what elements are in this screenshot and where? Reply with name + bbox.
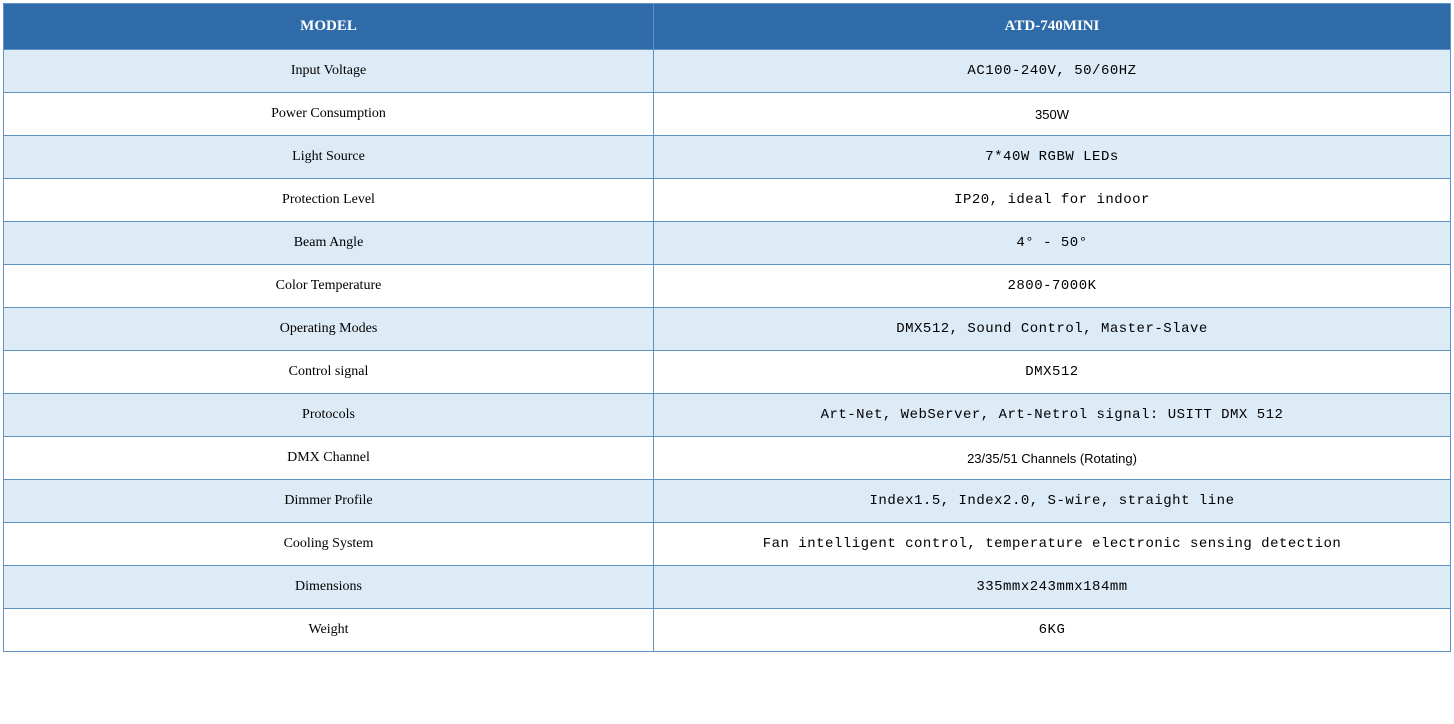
row-value: DMX512	[654, 351, 1451, 394]
table-row: DMX Channel23/35/51 Channels (Rotating)	[4, 437, 1451, 480]
row-label: Input Voltage	[4, 50, 654, 93]
row-value: Index1.5, Index2.0, S-wire, straight lin…	[654, 480, 1451, 523]
row-value: 4° - 50°	[654, 222, 1451, 265]
row-value: 2800-7000K	[654, 265, 1451, 308]
table-row: Cooling SystemFan intelligent control, t…	[4, 523, 1451, 566]
row-label: Control signal	[4, 351, 654, 394]
table-row: Color Temperature2800-7000K	[4, 265, 1451, 308]
row-value: 23/35/51 Channels (Rotating)	[654, 437, 1451, 480]
table-row: Light Source7*40W RGBW LEDs	[4, 136, 1451, 179]
table-header-row: MODEL ATD-740MINI	[4, 4, 1451, 50]
table-row: Input VoltageAC100-240V, 50/60HZ	[4, 50, 1451, 93]
table-row: Protection LevelIP20, ideal for indoor	[4, 179, 1451, 222]
table-row: Power Consumption350W	[4, 93, 1451, 136]
table-body: Input VoltageAC100-240V, 50/60HZPower Co…	[4, 50, 1451, 652]
row-label: DMX Channel	[4, 437, 654, 480]
row-value: Fan intelligent control, temperature ele…	[654, 523, 1451, 566]
row-value: 350W	[654, 93, 1451, 136]
row-label: Protection Level	[4, 179, 654, 222]
row-label: Protocols	[4, 394, 654, 437]
row-value: 6KG	[654, 609, 1451, 652]
table-row: Control signalDMX512	[4, 351, 1451, 394]
row-value: AC100-240V, 50/60HZ	[654, 50, 1451, 93]
row-label: Power Consumption	[4, 93, 654, 136]
row-value: 335mmx243mmx184mm	[654, 566, 1451, 609]
row-value: Art-Net, WebServer, Art-Netrol signal: U…	[654, 394, 1451, 437]
row-label: Cooling System	[4, 523, 654, 566]
table-row: Operating ModesDMX512, Sound Control, Ma…	[4, 308, 1451, 351]
row-label: Dimmer Profile	[4, 480, 654, 523]
header-value: ATD-740MINI	[654, 4, 1451, 50]
row-value: DMX512, Sound Control, Master-Slave	[654, 308, 1451, 351]
header-model: MODEL	[4, 4, 654, 50]
row-label: Operating Modes	[4, 308, 654, 351]
spec-table: MODEL ATD-740MINI Input VoltageAC100-240…	[3, 3, 1451, 652]
row-value: IP20, ideal for indoor	[654, 179, 1451, 222]
table-row: Dimmer ProfileIndex1.5, Index2.0, S-wire…	[4, 480, 1451, 523]
row-label: Weight	[4, 609, 654, 652]
table-row: Beam Angle4° - 50°	[4, 222, 1451, 265]
table-row: ProtocolsArt-Net, WebServer, Art-Netrol …	[4, 394, 1451, 437]
row-label: Dimensions	[4, 566, 654, 609]
row-label: Light Source	[4, 136, 654, 179]
row-value: 7*40W RGBW LEDs	[654, 136, 1451, 179]
table-row: Dimensions335mmx243mmx184mm	[4, 566, 1451, 609]
row-label: Beam Angle	[4, 222, 654, 265]
table-row: Weight6KG	[4, 609, 1451, 652]
row-label: Color Temperature	[4, 265, 654, 308]
